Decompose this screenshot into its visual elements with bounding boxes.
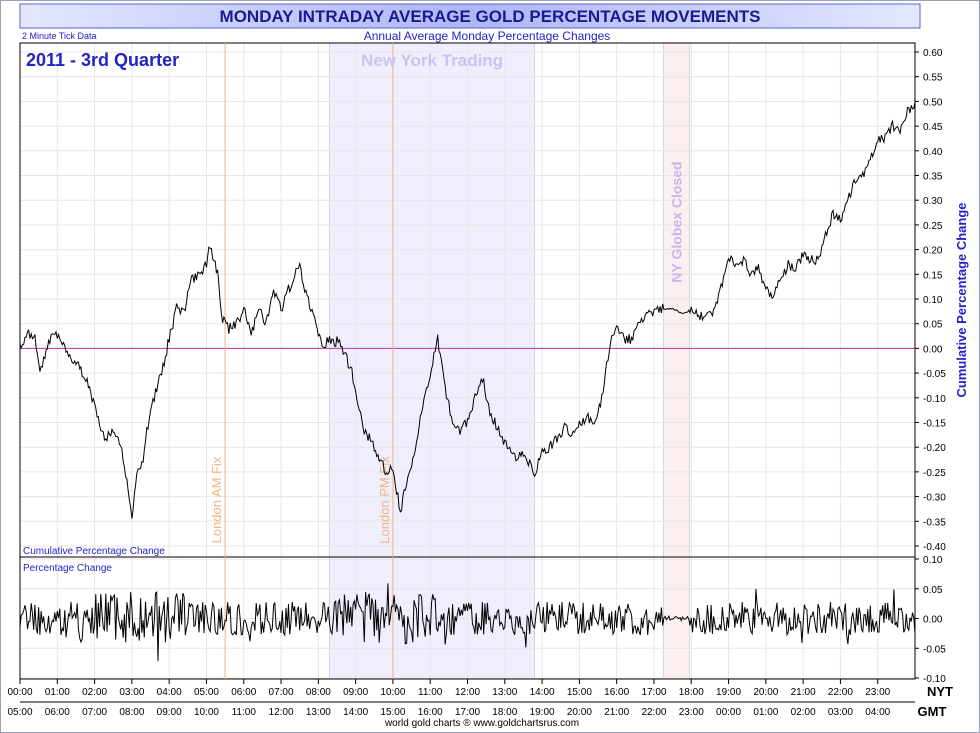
x-tick-label-nyt: 07:00 bbox=[269, 687, 294, 698]
timezone-bottom: GMT bbox=[918, 704, 947, 719]
x-tick-label-gmt: 15:00 bbox=[380, 707, 405, 718]
y-tick-label: -0.40 bbox=[923, 542, 946, 553]
title-bar bbox=[19, 3, 921, 29]
x-tick-label-nyt: 04:00 bbox=[157, 687, 182, 698]
y-tick-label: -0.05 bbox=[923, 369, 946, 380]
x-tick-label-gmt: 18:00 bbox=[492, 707, 517, 718]
x-tick-label-nyt: 23:00 bbox=[865, 687, 890, 698]
london-pm-fix-label: London PM Fix bbox=[377, 456, 392, 544]
x-tick-label-nyt: 18:00 bbox=[679, 687, 704, 698]
x-tick-label-nyt: 16:00 bbox=[604, 687, 629, 698]
y-tick-label-lower: -0.10 bbox=[923, 674, 946, 685]
x-tick-label-gmt: 12:00 bbox=[269, 707, 294, 718]
y-tick-label: -0.15 bbox=[923, 419, 946, 430]
x-tick-label-gmt: 06:00 bbox=[45, 707, 70, 718]
x-tick-label-nyt: 01:00 bbox=[45, 687, 70, 698]
x-tick-label-gmt: 16:00 bbox=[418, 707, 443, 718]
x-tick-label-gmt: 21:00 bbox=[604, 707, 629, 718]
y-tick-label: 0.55 bbox=[923, 73, 943, 84]
y-tick-label: -0.20 bbox=[923, 443, 946, 454]
x-tick-label-nyt: 15:00 bbox=[567, 687, 592, 698]
y-tick-label-lower: 0.10 bbox=[923, 555, 943, 566]
globex-closed-label: NY Globex Closed bbox=[668, 161, 684, 282]
ny-trading-band bbox=[329, 42, 535, 558]
x-tick-label-gmt: 22:00 bbox=[641, 707, 666, 718]
x-tick-label-nyt: 00:00 bbox=[7, 687, 32, 698]
y-tick-label: 0.60 bbox=[923, 48, 943, 59]
x-tick-label-gmt: 00:00 bbox=[716, 707, 741, 718]
x-tick-label-gmt: 23:00 bbox=[679, 707, 704, 718]
x-tick-label-nyt: 22:00 bbox=[828, 687, 853, 698]
x-tick-label-gmt: 10:00 bbox=[194, 707, 219, 718]
x-tick-label-gmt: 03:00 bbox=[828, 707, 853, 718]
y-tick-label: 0.25 bbox=[923, 221, 943, 232]
main-panel-label: Cumulative Percentage Change bbox=[23, 546, 165, 557]
y-tick-label-lower: -0.05 bbox=[923, 644, 946, 655]
y-tick-label: -0.35 bbox=[923, 517, 946, 528]
y-tick-label: 0.20 bbox=[923, 246, 943, 257]
x-tick-label-gmt: 09:00 bbox=[157, 707, 182, 718]
chart-title: MONDAY INTRADAY AVERAGE GOLD PERCENTAGE … bbox=[220, 7, 761, 26]
x-tick-label-nyt: 11:00 bbox=[418, 687, 443, 698]
x-tick-label-nyt: 02:00 bbox=[82, 687, 107, 698]
x-tick-label-gmt: 20:00 bbox=[567, 707, 592, 718]
x-tick-label-nyt: 08:00 bbox=[306, 687, 331, 698]
main-grid bbox=[19, 43, 916, 557]
x-tick-label-nyt: 20:00 bbox=[753, 687, 778, 698]
x-tick-label-nyt: 21:00 bbox=[791, 687, 816, 698]
lower-panel-label: Percentage Change bbox=[23, 563, 112, 574]
y-tick-label: 0.50 bbox=[923, 97, 943, 108]
x-tick-label-nyt: 06:00 bbox=[231, 687, 256, 698]
x-tick-label-gmt: 07:00 bbox=[82, 707, 107, 718]
x-tick-label-gmt: 08:00 bbox=[119, 707, 144, 718]
y-tick-label: 0.45 bbox=[923, 122, 943, 133]
x-tick-label-nyt: 09:00 bbox=[343, 687, 368, 698]
y-tick-label: 0.00 bbox=[923, 344, 943, 355]
series-percentage-line bbox=[19, 583, 916, 662]
y-tick-label: 0.35 bbox=[923, 172, 943, 183]
x-axis: 00:00 01:00 02:00 03:00 04:00 05:00 06:00 07:00… bbox=[7, 679, 915, 718]
x-tick-label-gmt: 17:00 bbox=[455, 707, 480, 718]
x-tick-label-gmt: 14:00 bbox=[343, 707, 368, 718]
x-tick-label-gmt: 01:00 bbox=[753, 707, 778, 718]
session-bands bbox=[329, 42, 690, 680]
period-label: 2011 - 3rd Quarter bbox=[26, 50, 179, 70]
y-tick-label-lower: 0.05 bbox=[923, 585, 943, 596]
y-axis-lower: 0.10 0.05 0.00 -0.05 -0.10 bbox=[915, 555, 946, 685]
london-am-fix-label: London AM Fix bbox=[209, 456, 224, 543]
ny-trading-label: New York Trading bbox=[361, 51, 503, 70]
y-tick-label: -0.30 bbox=[923, 493, 946, 504]
y-tick-label: 0.15 bbox=[923, 270, 943, 281]
x-tick-label-gmt: 05:00 bbox=[7, 707, 32, 718]
globex-closed-band bbox=[662, 42, 690, 558]
x-tick-label-nyt: 14:00 bbox=[530, 687, 555, 698]
series-cumulative-line bbox=[19, 101, 916, 519]
x-tick-label-gmt: 13:00 bbox=[306, 707, 331, 718]
x-tick-label-gmt: 02:00 bbox=[791, 707, 816, 718]
x-tick-label-nyt: 17:00 bbox=[641, 687, 666, 698]
x-tick-label-gmt: 04:00 bbox=[865, 707, 890, 718]
x-tick-label-nyt: 05:00 bbox=[194, 687, 219, 698]
x-tick-label-nyt: 10:00 bbox=[380, 687, 405, 698]
credit: world gold charts ® www.goldchartsrus.co… bbox=[384, 718, 579, 729]
right-axis-label: Cumulative Percentage Change bbox=[954, 202, 969, 397]
y-tick-label: -0.10 bbox=[923, 394, 946, 405]
x-tick-label-nyt: 12:00 bbox=[455, 687, 480, 698]
y-tick-label-lower: 0.00 bbox=[923, 615, 943, 626]
y-tick-label: 0.05 bbox=[923, 320, 943, 331]
y-tick-label: 0.40 bbox=[923, 147, 943, 158]
x-tick-label-gmt: 11:00 bbox=[232, 707, 257, 718]
y-axis-main: 0.60 0.55 0.50 0.45 0.40 0.35 0.30 0.25 0.20 0.15… bbox=[915, 48, 946, 553]
y-tick-label: -0.25 bbox=[923, 468, 946, 479]
tick-note: 2 Minute Tick Data bbox=[22, 31, 97, 41]
x-tick-label-gmt: 19:00 bbox=[530, 707, 555, 718]
timezone-top: NYT bbox=[927, 684, 953, 699]
x-tick-label-nyt: 13:00 bbox=[492, 687, 517, 698]
y-tick-label: 0.10 bbox=[923, 295, 943, 306]
y-tick-label: 0.30 bbox=[923, 196, 943, 207]
x-tick-label-nyt: 03:00 bbox=[119, 687, 144, 698]
chart-subtitle: Annual Average Monday Percentage Changes bbox=[364, 29, 611, 43]
x-tick-label-nyt: 19:00 bbox=[716, 687, 741, 698]
